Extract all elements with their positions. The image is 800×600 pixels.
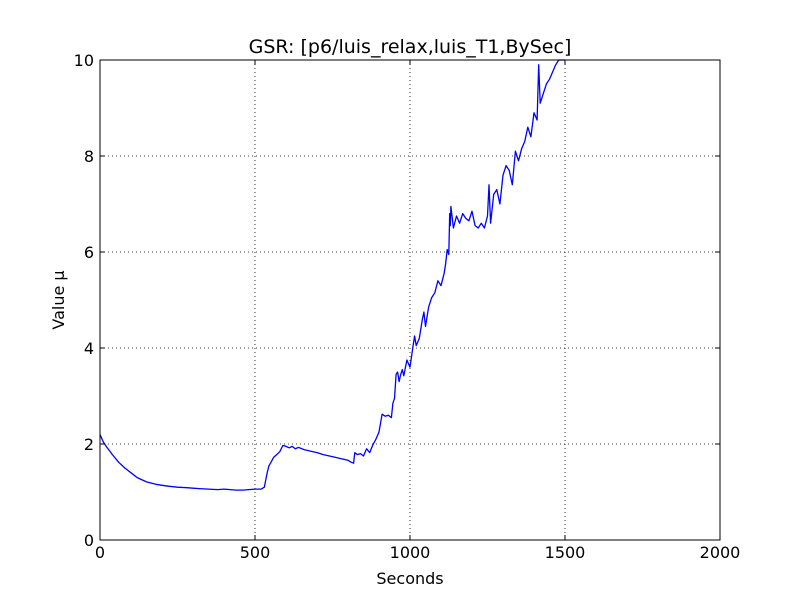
y-tick-label: 6 xyxy=(84,243,94,262)
x-tick-label: 1000 xyxy=(390,543,431,562)
grid-lines xyxy=(100,60,720,540)
gsr-series-line xyxy=(99,59,565,491)
axis-ticks: 0 500 1000 1500 2000 0 2 4 6 8 10 xyxy=(74,51,741,562)
y-axis-label: Value µ xyxy=(49,270,68,329)
x-tick-label: 2000 xyxy=(700,543,741,562)
y-tick-label: 10 xyxy=(74,51,94,70)
y-tick-label: 2 xyxy=(84,435,94,454)
y-tick-label: 4 xyxy=(84,339,94,358)
x-tick-label: 500 xyxy=(240,543,271,562)
chart-title: GSR: [p6/luis_relax,luis_T1,BySec] xyxy=(249,36,572,58)
y-tick-label: 8 xyxy=(84,147,94,166)
y-tick-label: 0 xyxy=(84,531,94,550)
x-tick-label: 1500 xyxy=(545,543,586,562)
x-axis-label: Seconds xyxy=(376,569,443,588)
x-tick-label: 0 xyxy=(95,543,105,562)
